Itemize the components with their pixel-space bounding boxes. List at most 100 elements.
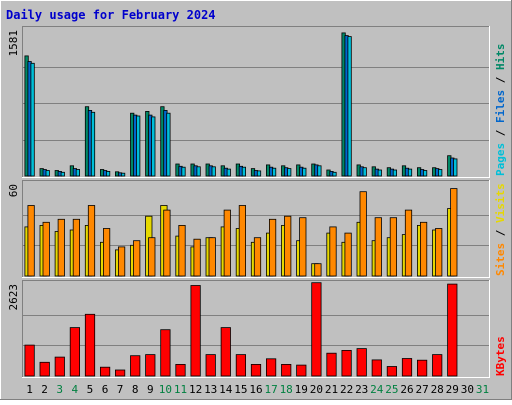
legend-separator: / [494,223,507,243]
bar-pages-day-2 [45,170,50,177]
bar-kbytes-day-12 [190,285,201,377]
bar-sites-day-19 [299,217,307,277]
bar-kbytes-day-5 [84,313,96,377]
bar-pages-day-13 [211,166,216,177]
series-pages [30,36,458,177]
chart-title: Daily usage for February 2024 [6,8,216,22]
bar-sites-day-1 [27,205,35,277]
bar-kbytes-day-18 [281,363,292,377]
day-label-6: 6 [102,383,109,396]
bar-sites-day-6 [103,228,111,277]
day-labels-group: 1 2 3 4 5 6 7 8 9 10 11 12 13 14 15 16 17 18 19 20 21 22 23 24 2… [26,383,489,396]
day-label-25: 25 [385,383,398,396]
bar-pages-day-28 [438,169,443,177]
bar-sites-day-7 [118,246,126,277]
bar-sites-day-16 [253,237,262,277]
bar-sites-day-20 [314,263,322,277]
bar-pages-day-9 [151,116,156,177]
bar-kbytes-day-6 [100,366,111,377]
bar-sites-day-22 [344,232,352,277]
bar-kbytes-day-2 [39,361,50,377]
bar-sites-day-5 [87,205,96,277]
bar-sites-day-12 [193,238,201,277]
bar-kbytes-day-9 [145,354,156,377]
legend-hits: Hits [494,44,507,71]
bar-kbytes-day-11 [175,363,186,377]
bar-kbytes-day-14 [220,327,231,377]
day-label-19: 19 [295,383,308,396]
bar-pages-day-29 [453,158,458,177]
bar-pages-day-22 [347,36,352,177]
bar-sites-day-29 [450,188,458,277]
day-label-9: 9 [147,383,154,396]
bar-pages-day-10 [166,112,171,177]
day-label-23: 23 [355,383,368,396]
bar-sites-day-13 [208,237,216,277]
legend-separator: / [494,70,507,90]
bar-pages-day-27 [422,170,428,177]
day-label-26: 26 [400,383,413,396]
day-label-12: 12 [189,383,202,396]
bar-kbytes-day-4 [69,327,80,377]
scale-label: 2623 [7,284,20,311]
bar-kbytes-day-24 [371,359,382,377]
panel-background [22,26,490,178]
bar-pages-day-12 [196,166,201,177]
bar-kbytes-day-27 [416,359,428,377]
legend-sites: Sites [494,243,507,276]
bar-pages-day-18 [287,168,292,177]
day-label-28: 28 [431,383,444,396]
bar-pages-day-24 [377,169,382,177]
bar-pages-day-16 [256,170,262,177]
bar-kbytes-day-7 [115,369,126,377]
bar-pages-day-8 [136,115,141,177]
day-label-4: 4 [71,383,78,396]
bar-sites-day-17 [268,218,277,277]
day-label-17: 17 [264,383,277,396]
series-kbytes [24,282,458,377]
day-label-5: 5 [87,383,94,396]
bar-pages-day-1 [30,62,35,177]
bar-sites-day-18 [284,215,292,277]
bar-sites-day-2 [42,221,50,277]
bar-kbytes-day-20 [311,282,322,377]
legend-visits: Visits [494,183,507,223]
bar-sites-day-11 [178,224,186,277]
bar-pages-day-17 [271,167,277,177]
bar-pages-day-15 [241,166,246,177]
day-label-21: 21 [325,383,338,396]
legend-files: Files [494,90,507,123]
bar-kbytes-day-8 [130,355,141,377]
legend: Sites / Visits [494,183,507,276]
scale-label: 1581 [7,30,20,57]
bar-sites-day-15 [238,205,246,277]
day-label-14: 14 [219,383,233,396]
bar-sites-day-10 [163,209,171,277]
bar-pages-day-7 [121,172,126,177]
bar-sites-day-4 [72,218,80,277]
bar-kbytes-day-22 [341,349,352,377]
day-label-18: 18 [280,383,293,396]
day-label-31: 31 [476,383,489,396]
bar-sites-day-14 [223,209,231,277]
bar-kbytes-day-29 [447,283,458,377]
day-label-15: 15 [234,383,247,396]
bar-pages-day-26 [407,168,413,177]
bar-kbytes-day-23 [356,348,367,377]
day-label-2: 2 [41,383,48,396]
day-label-29: 29 [446,383,459,396]
day-label-8: 8 [132,383,139,396]
day-label-16: 16 [249,383,262,396]
bar-pages-day-19 [302,167,307,177]
bar-kbytes-day-16 [250,363,262,377]
bar-sites-day-28 [435,228,443,277]
day-label-22: 22 [340,383,353,396]
legend-kbytes: KBytes [494,336,507,376]
bar-sites-day-24 [374,217,382,277]
bar-sites-day-27 [419,221,428,277]
bar-pages-day-4 [75,169,80,177]
series-sites [27,188,458,277]
bar-kbytes-day-26 [401,358,413,377]
